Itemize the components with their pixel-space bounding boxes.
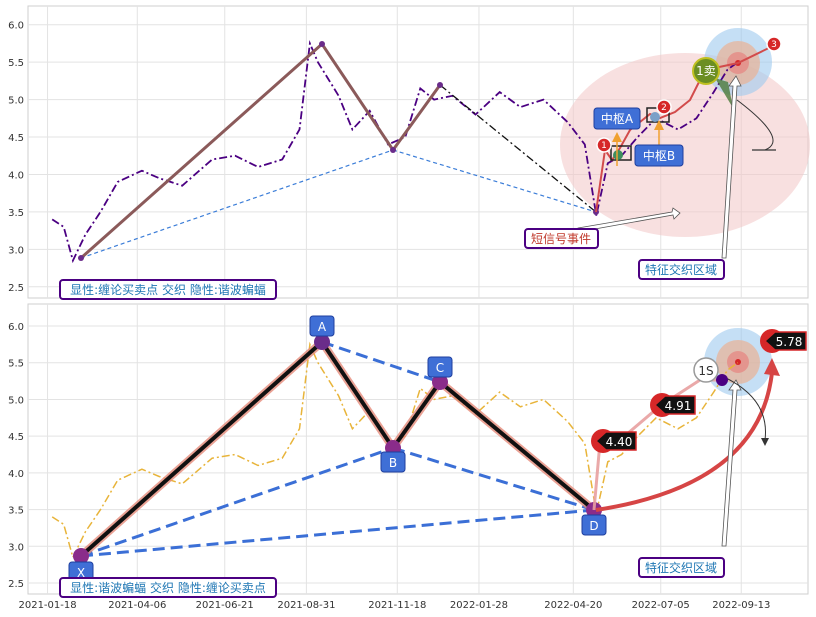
target-491-marker: 4.91 xyxy=(650,393,696,417)
zigzag-point xyxy=(437,82,443,88)
y-tick-label: 5.0 xyxy=(8,96,24,107)
up-arrow-head xyxy=(654,120,664,130)
svg-text:A: A xyxy=(318,320,327,334)
pivot-a-label: A xyxy=(309,315,335,337)
pivot-a xyxy=(314,334,330,350)
big-curved-arrow xyxy=(595,371,774,512)
svg-text:5.78: 5.78 xyxy=(776,335,803,349)
x-tick-label: 2022-01-28 xyxy=(450,600,508,611)
y-tick-label: 2.5 xyxy=(8,283,24,294)
zigzag-point xyxy=(78,255,84,261)
center-node xyxy=(613,150,623,160)
y-tick-label: 5.5 xyxy=(8,359,24,370)
svg-text:4.40: 4.40 xyxy=(606,435,633,449)
sell-1s-text: 1S xyxy=(698,364,713,378)
x-tick-label: 2021-04-06 xyxy=(108,600,166,611)
y-tick-label: 3.5 xyxy=(8,506,24,517)
caption-top: 显性:缠论买卖点 交织 隐性:谐波蝙蝠 xyxy=(70,282,266,297)
sell-1s-marker xyxy=(693,357,719,383)
y-tick-label: 3.5 xyxy=(8,208,24,219)
small-pivot xyxy=(716,374,728,386)
target-440-marker: 4.40 xyxy=(591,429,637,453)
bottom-grid xyxy=(28,304,808,594)
x-tick-label: 2022-07-05 xyxy=(632,600,690,611)
y-tick-label: 6.0 xyxy=(8,21,24,32)
target-578-marker: 5.78 xyxy=(760,329,807,353)
badge-3 xyxy=(766,36,782,52)
y-tick-label: 3.0 xyxy=(8,245,24,256)
y-tick-label: 3.0 xyxy=(8,542,24,553)
center-node xyxy=(650,112,660,122)
big-curved-arrow-head xyxy=(764,358,780,376)
axis-ticks: 6.0 5.5 5.0 4.5 4.0 3.5 3.0 2.5 6.0 5.5 5.0 4.5 4.0 3… xyxy=(8,21,770,611)
feature-zone-ellipse-top xyxy=(560,53,810,237)
lower-trend-line-2 xyxy=(392,149,597,213)
zone-label-bottom: 特征交织区域 xyxy=(645,560,717,575)
sell-1-marker xyxy=(692,57,720,85)
y-tick-label: 4.5 xyxy=(8,432,24,443)
zone-pointer xyxy=(721,75,742,259)
bottom-panel-frame xyxy=(27,303,809,595)
curved-arrow-bottom xyxy=(725,377,767,441)
center-box xyxy=(610,145,632,161)
zigzag-point xyxy=(390,147,396,153)
zigzag-stroke-line xyxy=(80,41,442,260)
pivot-d-label: D xyxy=(581,514,607,536)
badge-2-text: 2 xyxy=(661,103,667,113)
pivot-c-label: C xyxy=(427,356,453,378)
lower-trend-line-1 xyxy=(80,149,394,259)
badge-3-text: 3 xyxy=(771,40,777,50)
center-b-box xyxy=(634,144,684,167)
pivot-c xyxy=(432,374,448,390)
svg-text:D: D xyxy=(589,519,598,533)
badge-2 xyxy=(656,99,672,115)
y-tick-label: 5.5 xyxy=(8,58,24,69)
curved-arrow-bottom-head xyxy=(761,438,769,446)
ac-dashed-line xyxy=(321,340,441,384)
center-a-label: 中枢A xyxy=(601,111,634,126)
zone-label-top: 特征交织区域 xyxy=(645,262,717,277)
fit-line xyxy=(439,84,597,213)
xb-dashed-line xyxy=(80,446,394,558)
x-tick-label: 2022-09-13 xyxy=(712,600,770,611)
x-tick-label: 2021-08-31 xyxy=(277,600,335,611)
caption-box-bottom xyxy=(59,577,277,598)
up-arrow-head xyxy=(612,132,622,142)
center-b-label: 中枢B xyxy=(643,148,675,163)
curved-arrow xyxy=(736,99,774,151)
pivot-x xyxy=(73,548,89,564)
y-tick-label: 2.5 xyxy=(8,579,24,590)
wedge-shape xyxy=(715,78,733,108)
zone-label-box-top xyxy=(638,259,725,280)
y-tick-label: 4.0 xyxy=(8,170,24,181)
event-label-box xyxy=(524,228,599,249)
badge-1-text: 1 xyxy=(601,141,607,151)
y-tick-label: 4.5 xyxy=(8,133,24,144)
x-tick-label: 2022-04-20 xyxy=(544,600,602,611)
caption-box-top xyxy=(59,279,277,300)
zone-label-box-bottom xyxy=(638,557,725,578)
center-a-box xyxy=(593,107,641,130)
pivot-b-label: B xyxy=(380,451,406,473)
event-label: 短信号事件 xyxy=(531,232,591,246)
sell-1-text: 1卖 xyxy=(696,64,716,78)
x-tick-label: 2021-06-21 xyxy=(196,600,254,611)
y-tick-label: 6.0 xyxy=(8,322,24,333)
caption-bottom: 显性:谐波蝙蝠 交织 隐性:缠论买卖点 xyxy=(70,580,266,595)
y-tick-label: 5.0 xyxy=(8,395,24,406)
xd-dashed-line xyxy=(80,508,595,558)
x-tick-label: 2021-01-18 xyxy=(18,600,76,611)
svg-text:B: B xyxy=(389,456,397,470)
svg-text:C: C xyxy=(436,361,444,375)
badge-1 xyxy=(596,137,612,153)
zigzag-point xyxy=(319,41,325,47)
x-tick-label: 2021-11-18 xyxy=(368,600,426,611)
svg-text:X: X xyxy=(77,566,85,580)
target-center-bottom xyxy=(735,359,741,365)
y-tick-label: 4.0 xyxy=(8,469,24,480)
svg-text:4.91: 4.91 xyxy=(665,399,692,413)
